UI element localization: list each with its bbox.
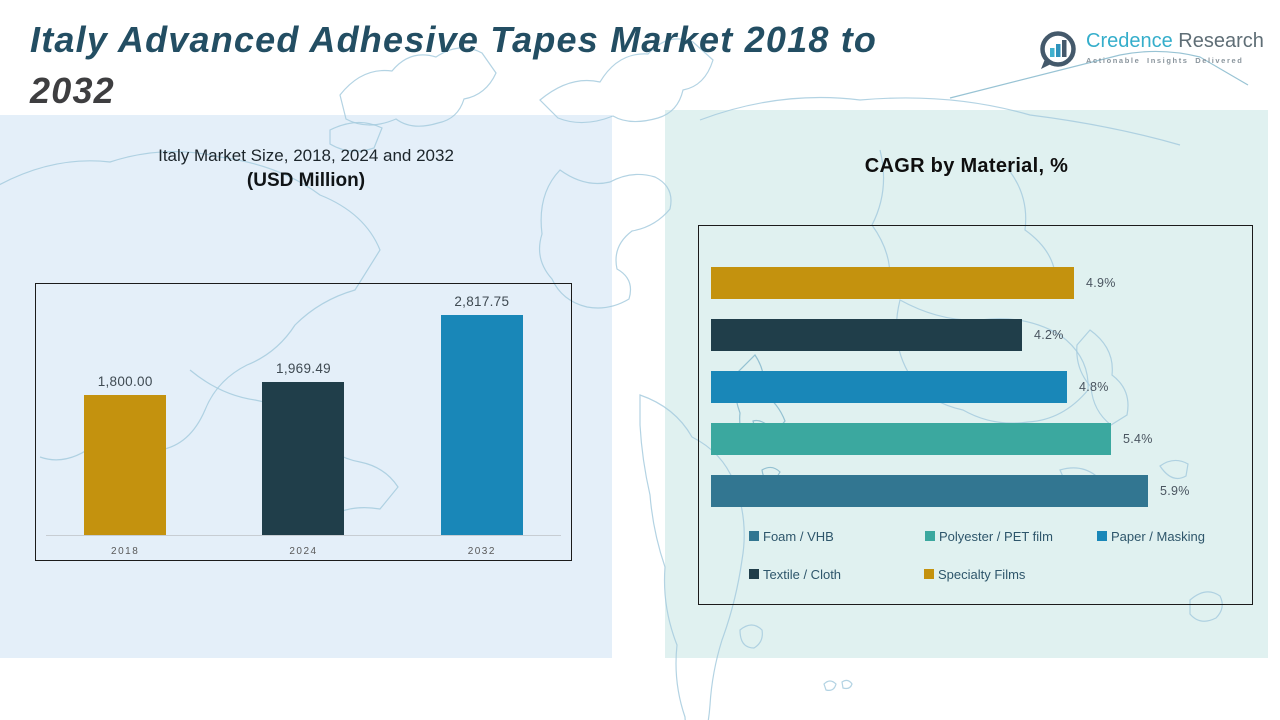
market-size-chart-title: Italy Market Size, 2018, 2024 and 2032 (… bbox=[0, 146, 612, 192]
bar-value-label: 5.4% bbox=[1123, 432, 1153, 446]
bar-row-specialty-films: 4.9% bbox=[711, 267, 1116, 299]
legend-item-polyester-pet-film: Polyester / PET film bbox=[925, 528, 1053, 544]
bar-row-polyester-pet-film: 5.4% bbox=[711, 423, 1153, 455]
legend-item-foam-vhb: Foam / VHB bbox=[749, 528, 834, 544]
legend-label: Foam / VHB bbox=[763, 528, 834, 544]
cagr-chart-title: CAGR by Material, % bbox=[864, 155, 1069, 177]
brand-logo: Credence Research Actionable Insights De… bbox=[1038, 30, 1264, 70]
bar-value-label: 1,800.00 bbox=[97, 374, 153, 389]
market-size-chart: 1,800.00 1,969.49 2,817.75 2018 2024 203… bbox=[35, 283, 572, 561]
brand-tagline: Actionable Insights Delivered bbox=[1086, 56, 1244, 65]
bar-chart-bubble-icon bbox=[1040, 31, 1076, 69]
bar-value-label: 4.2% bbox=[1034, 328, 1064, 342]
bar-value-label: 5.9% bbox=[1160, 484, 1190, 498]
bar-specialty-films bbox=[711, 267, 1074, 299]
page-title: Italy Advanced Adhesive Tapes Market 201… bbox=[30, 14, 1040, 116]
brand-text: Credence Research Actionable Insights De… bbox=[1086, 30, 1264, 65]
bar-value-label: 2,817.75 bbox=[454, 294, 510, 309]
bar-polyester-pet-film bbox=[711, 423, 1111, 455]
market-size-chart-title-line1: Italy Market Size, 2018, 2024 and 2032 bbox=[158, 146, 454, 165]
page-title-main: Italy Advanced Adhesive Tapes Market 201… bbox=[30, 19, 878, 60]
legend-item-textile-cloth: Textile / Cloth bbox=[749, 566, 841, 582]
x-tick-2032: 2032 bbox=[467, 546, 496, 557]
bar-2032 bbox=[440, 315, 523, 536]
bar-textile-cloth bbox=[711, 319, 1022, 351]
legend-item-specialty-films: Specialty Films bbox=[924, 566, 1025, 582]
cagr-chart: 4.9% 4.2% 4.8% 5.4% 5.9% Foam / VHB Poly… bbox=[698, 225, 1253, 605]
legend-swatch-icon bbox=[924, 569, 934, 579]
legend-item-paper-masking: Paper / Masking bbox=[1097, 528, 1205, 544]
bar-value-label: 4.8% bbox=[1079, 380, 1109, 394]
page-title-year: 2032 bbox=[30, 70, 115, 112]
legend-swatch-icon bbox=[925, 531, 935, 541]
bar-paper-masking bbox=[711, 371, 1067, 403]
bar-group-2032: 2,817.75 bbox=[393, 284, 571, 536]
legend-swatch-icon bbox=[749, 569, 759, 579]
legend-label: Paper / Masking bbox=[1111, 528, 1205, 544]
legend-label: Specialty Films bbox=[938, 566, 1026, 582]
x-tick-2024: 2024 bbox=[289, 546, 318, 557]
x-axis-line bbox=[46, 535, 561, 536]
market-size-chart-title-line2: (USD Million) bbox=[246, 170, 366, 191]
brand-name-primary: Credence bbox=[1086, 30, 1173, 52]
bar-group-2024: 1,969.49 bbox=[214, 284, 392, 536]
bar-group-2018: 1,800.00 bbox=[36, 284, 214, 536]
bar-row-paper-masking: 4.8% bbox=[711, 371, 1109, 403]
legend-swatch-icon bbox=[1097, 531, 1107, 541]
bar-2024 bbox=[262, 382, 345, 536]
legend-swatch-icon bbox=[749, 531, 759, 541]
bar-row-foam-vhb: 5.9% bbox=[711, 475, 1190, 507]
legend-label: Textile / Cloth bbox=[763, 566, 842, 582]
bar-value-label: 4.9% bbox=[1086, 276, 1116, 290]
x-axis-labels: 2018 2024 2032 bbox=[36, 546, 571, 557]
legend-label: Polyester / PET film bbox=[939, 528, 1053, 544]
brand-name-secondary: Research bbox=[1178, 30, 1264, 52]
brand-name: Credence Research bbox=[1086, 30, 1264, 52]
market-size-plot-area: 1,800.00 1,969.49 2,817.75 bbox=[36, 284, 571, 536]
x-tick-2018: 2018 bbox=[111, 546, 140, 557]
bar-row-textile-cloth: 4.2% bbox=[711, 319, 1064, 351]
bar-value-label: 1,969.49 bbox=[276, 361, 331, 376]
bar-2018 bbox=[84, 395, 167, 536]
bar-foam-vhb bbox=[711, 475, 1148, 507]
